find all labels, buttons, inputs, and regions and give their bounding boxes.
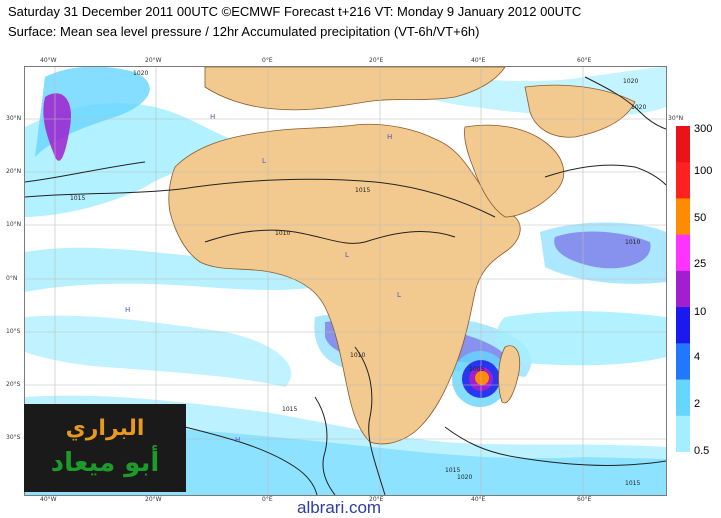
isobar-labels: 1010 1010 1010 1015 1015 1015 1015 1015 … bbox=[70, 70, 646, 487]
isobar-1020-sea bbox=[444, 426, 666, 466]
lat-label: 20°N bbox=[6, 168, 22, 175]
legend-swatch bbox=[676, 270, 690, 308]
lon-label-bottom: 60°E bbox=[577, 496, 592, 503]
legend-label: 10 bbox=[694, 306, 707, 318]
precip-legend-bar bbox=[676, 126, 690, 452]
precip-ring-indian-ocean bbox=[540, 222, 666, 284]
legend-label: 50 bbox=[694, 212, 707, 224]
legend-swatch bbox=[676, 162, 690, 199]
lat-label: 30°N bbox=[6, 115, 22, 122]
iran-landmass bbox=[524, 84, 636, 138]
isobar-label: 1010 bbox=[350, 352, 365, 359]
legend-label: 0.5 bbox=[694, 445, 710, 457]
forecast-subtitle: Surface: Mean sea level pressure / 12hr … bbox=[8, 24, 480, 39]
lon-label-bottom: 40°E bbox=[471, 496, 486, 503]
legend-label: 4 bbox=[694, 351, 701, 363]
lon-label-top: 20°E bbox=[369, 57, 384, 64]
lat-label: 30°S bbox=[6, 434, 21, 441]
low-pressure-center: L bbox=[397, 291, 401, 299]
isobar-label: 1020 bbox=[457, 474, 472, 481]
lon-label-top: 20°W bbox=[145, 57, 162, 64]
lat-label: 0°N bbox=[6, 275, 18, 282]
legend-swatch bbox=[676, 343, 690, 381]
lon-label-top: 0°E bbox=[262, 57, 273, 64]
cyclone-core-center bbox=[475, 371, 489, 385]
high-pressure-center: H bbox=[125, 306, 130, 314]
isobar-label: 1015 bbox=[445, 467, 460, 474]
lon-label-bottom: 20°E bbox=[369, 496, 384, 503]
precip-band-north-atlantic bbox=[25, 103, 255, 217]
legend-label: 100 bbox=[694, 165, 713, 177]
legend-swatch bbox=[676, 126, 690, 163]
land-layer bbox=[168, 67, 636, 445]
lat-label-right: 30°N bbox=[668, 115, 684, 122]
isobar-1010-south bbox=[354, 346, 386, 495]
legend-label: 25 bbox=[694, 258, 707, 270]
precip-band-south-atlantic bbox=[25, 315, 292, 387]
madagascar-landmass bbox=[498, 345, 521, 404]
isobar-label: 1015 bbox=[70, 195, 85, 202]
legend-swatch bbox=[676, 415, 690, 452]
isobar-1015-north bbox=[25, 178, 496, 218]
albrari-logo: البراري أبو ميعاد bbox=[24, 404, 186, 492]
lon-label-bottom: 0°E bbox=[262, 496, 273, 503]
lat-label: 20°S bbox=[6, 381, 21, 388]
isobar-1010-sahara bbox=[204, 229, 456, 244]
legend-swatch bbox=[676, 198, 690, 236]
lon-label-top: 60°E bbox=[577, 57, 592, 64]
lat-label: 10°S bbox=[6, 328, 21, 335]
isobar-lines bbox=[25, 76, 666, 495]
legend-swatch bbox=[676, 379, 690, 417]
logo-line-bottom: أبو ميعاد bbox=[50, 448, 160, 478]
legend-swatch bbox=[676, 307, 690, 344]
low-pressure-center: L bbox=[262, 157, 266, 165]
high-pressure-center: H bbox=[235, 436, 240, 444]
low-pressure-center: L bbox=[345, 251, 349, 259]
isobar-label: 1010 bbox=[275, 230, 290, 237]
isobar-label: 1015 bbox=[625, 480, 640, 487]
lon-label-bottom: 20°W bbox=[145, 496, 162, 503]
lon-label-top: 40°W bbox=[40, 57, 57, 64]
forecast-title: Saturday 31 December 2011 00UTC ©ECMWF F… bbox=[8, 4, 582, 19]
lon-label-bottom: 40°W bbox=[40, 496, 57, 503]
isobar-label: 1020 bbox=[133, 70, 148, 77]
isobar-1020-ne bbox=[584, 76, 666, 130]
isobar-label: 1005 bbox=[469, 366, 484, 373]
isobar-1015-south bbox=[314, 396, 336, 495]
europe-landmass bbox=[204, 67, 506, 111]
lon-label-top: 40°E bbox=[471, 57, 486, 64]
precip-core-nw bbox=[43, 93, 71, 161]
arabia-landmass bbox=[464, 124, 564, 218]
isobar-label: 1020 bbox=[623, 78, 638, 85]
isobar-1015-east bbox=[544, 164, 666, 186]
legend-label: 2 bbox=[694, 398, 701, 410]
high-pressure-center: H bbox=[387, 133, 392, 141]
isobar-label: 1020 bbox=[631, 104, 646, 111]
legend-label: 300 bbox=[694, 123, 713, 135]
isobar-1015-west bbox=[25, 161, 146, 183]
isobar-label: 1015 bbox=[355, 187, 370, 194]
isobar-label: 1015 bbox=[282, 406, 297, 413]
precip-band-indian-ocean bbox=[496, 311, 666, 366]
high-pressure-center: H bbox=[210, 113, 215, 121]
isobar-label: 1010 bbox=[625, 239, 640, 246]
isobar-1020-sw bbox=[184, 426, 318, 495]
lat-label: 10°N bbox=[6, 221, 22, 228]
logo-line-top: البراري bbox=[65, 416, 145, 441]
pressure-centers: H H H H L L L bbox=[125, 113, 401, 444]
legend-swatch bbox=[676, 234, 690, 272]
site-url[interactable]: albrari.com bbox=[297, 498, 382, 517]
precip-band-equatorial-atlantic bbox=[25, 247, 355, 292]
